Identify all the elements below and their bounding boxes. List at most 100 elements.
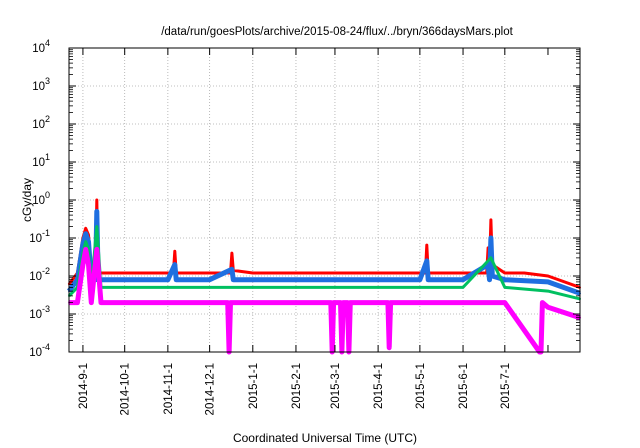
series-point — [226, 301, 229, 304]
y-tick-base: 10 — [29, 271, 42, 283]
series-point — [503, 271, 506, 274]
series-point — [425, 259, 428, 262]
series-point — [87, 263, 90, 266]
series-point — [251, 271, 254, 274]
series-point — [349, 301, 352, 304]
y-tick-base: 10 — [32, 43, 45, 55]
y-tick-label: 103 — [32, 76, 50, 93]
series-point — [386, 301, 389, 304]
series-point — [353, 271, 356, 274]
series-point — [143, 271, 146, 274]
series-point — [251, 278, 254, 281]
y-tick-exponent: -1 — [42, 228, 50, 238]
series-point — [462, 278, 465, 281]
ticks-layer — [69, 47, 580, 353]
y-tick-base: 10 — [29, 233, 42, 245]
series-point — [541, 301, 544, 304]
series-point — [108, 271, 111, 274]
series-point — [230, 252, 233, 255]
series-point — [332, 301, 335, 304]
x-axis-label: Coordinated Universal Time (UTC) — [233, 431, 417, 445]
x-tick-label: 2014-9-1 — [78, 363, 90, 409]
series-point — [462, 271, 465, 274]
series-point — [546, 275, 549, 277]
series-point — [95, 210, 98, 213]
series-point — [329, 301, 332, 304]
x-tick-label: 2015-3-1 — [330, 363, 342, 409]
series-point — [523, 271, 526, 274]
series-point — [123, 286, 126, 289]
series-point — [445, 271, 448, 274]
series-point — [87, 240, 90, 243]
series-point — [90, 301, 93, 304]
series-point — [462, 301, 465, 304]
series-point — [489, 256, 492, 259]
x-tick-label: 2015-2-1 — [291, 363, 303, 409]
series-point — [503, 301, 506, 304]
series-point — [123, 271, 126, 274]
y-tick-label: 10-1 — [29, 228, 50, 245]
series-point — [84, 227, 87, 230]
series-point — [230, 268, 233, 271]
y-tick-label: 104 — [32, 38, 50, 55]
series-point — [251, 301, 254, 304]
y-tick-base: 10 — [32, 119, 45, 131]
series-point — [84, 232, 87, 235]
series-point — [503, 286, 506, 289]
series-point — [173, 263, 176, 266]
y-axis-label: cGy/day — [20, 178, 34, 222]
y-tick-label: 10-3 — [29, 304, 50, 321]
series-point — [546, 290, 549, 293]
series-point — [462, 286, 465, 289]
series-point — [84, 240, 87, 243]
grid-layer — [69, 48, 580, 352]
y-tick-base: 10 — [29, 347, 42, 359]
series-point — [294, 286, 297, 289]
series-point — [100, 301, 103, 304]
y-tick-base: 10 — [29, 309, 42, 321]
series-point — [193, 271, 196, 274]
series-point — [123, 301, 126, 304]
series-point — [166, 301, 169, 304]
series-point — [232, 278, 235, 281]
series-point — [333, 286, 336, 289]
series-point — [377, 271, 380, 274]
series-point — [123, 278, 126, 281]
series-point — [388, 346, 391, 349]
series-point — [208, 278, 211, 281]
series-point — [339, 301, 342, 304]
series-point — [427, 278, 430, 281]
series-point — [208, 301, 211, 304]
y-tick-label: 100 — [32, 190, 50, 207]
y-tick-exponent: -2 — [42, 266, 50, 276]
x-tick-label: 2014-11-1 — [163, 363, 175, 415]
series-point — [546, 280, 549, 283]
series-point — [208, 271, 211, 274]
series-line — [67, 225, 581, 301]
y-tick-base: 10 — [32, 157, 45, 169]
x-tick-label: 2015-6-1 — [458, 363, 470, 409]
series-point — [489, 237, 492, 239]
series-point — [95, 199, 98, 201]
series-point — [333, 278, 336, 281]
series-point — [84, 248, 87, 251]
series-point — [95, 248, 98, 251]
series-point — [503, 278, 506, 281]
y-tick-label: 10-2 — [29, 266, 50, 283]
series-layer — [66, 198, 581, 355]
y-tick-label: 102 — [32, 114, 50, 131]
series-line — [69, 246, 581, 355]
series-point — [208, 286, 211, 289]
series-point — [377, 301, 380, 304]
series-point — [166, 278, 169, 281]
series-point — [294, 271, 297, 274]
series-point — [175, 278, 178, 281]
series-point — [294, 278, 297, 281]
y-tick-exponent: 0 — [45, 190, 50, 200]
series-point — [418, 278, 421, 281]
series-point — [418, 286, 421, 289]
y-tick-exponent: 3 — [45, 76, 50, 86]
series-point — [481, 271, 484, 274]
